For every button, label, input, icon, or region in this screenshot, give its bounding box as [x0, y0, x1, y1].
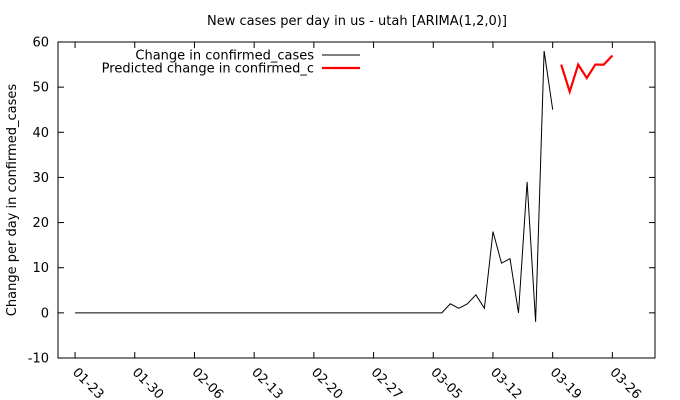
y-tick-label: -10 [28, 352, 49, 367]
x-tick-label: 03-19 [547, 365, 584, 400]
x-tick-label: 03-12 [487, 365, 524, 400]
y-tick-label: 60 [32, 36, 49, 51]
series-line-predicted [560, 54, 614, 96]
y-tick-label: 40 [32, 126, 49, 141]
x-tick-label: 02-20 [308, 365, 345, 400]
legend-label: Predicted change in confirmed_c [102, 62, 314, 77]
legend-label: Change in confirmed_cases [135, 49, 314, 64]
chart-title: New cases per day in us - utah [ARIMA(1,… [207, 14, 507, 29]
y-axis-label: Change per day in confirmed_cases [5, 84, 20, 317]
y-axis-ticks: -10 0 10 20 30 40 50 60 [28, 36, 655, 367]
y-tick-label: 0 [41, 306, 49, 321]
x-axis-ticks: 01-23 01-30 02-06 02-13 02-20 02-27 03-05 03-12… [69, 42, 644, 400]
plot-frame [57, 41, 656, 359]
y-tick-label: 50 [32, 81, 49, 96]
series-layer [75, 50, 614, 322]
y-tick-label: 30 [32, 171, 49, 186]
series-line-actual [75, 50, 554, 322]
x-tick-label: 03-05 [427, 365, 464, 400]
x-tick-label: 02-27 [368, 365, 405, 400]
x-tick-label: 02-06 [189, 365, 226, 400]
y-tick-label: 20 [32, 216, 49, 231]
x-tick-label: 03-26 [607, 365, 644, 400]
x-tick-label: 01-30 [129, 365, 166, 400]
y-tick-label: 10 [32, 261, 49, 276]
x-tick-label: 01-23 [69, 365, 106, 400]
x-tick-label: 02-13 [248, 365, 285, 400]
